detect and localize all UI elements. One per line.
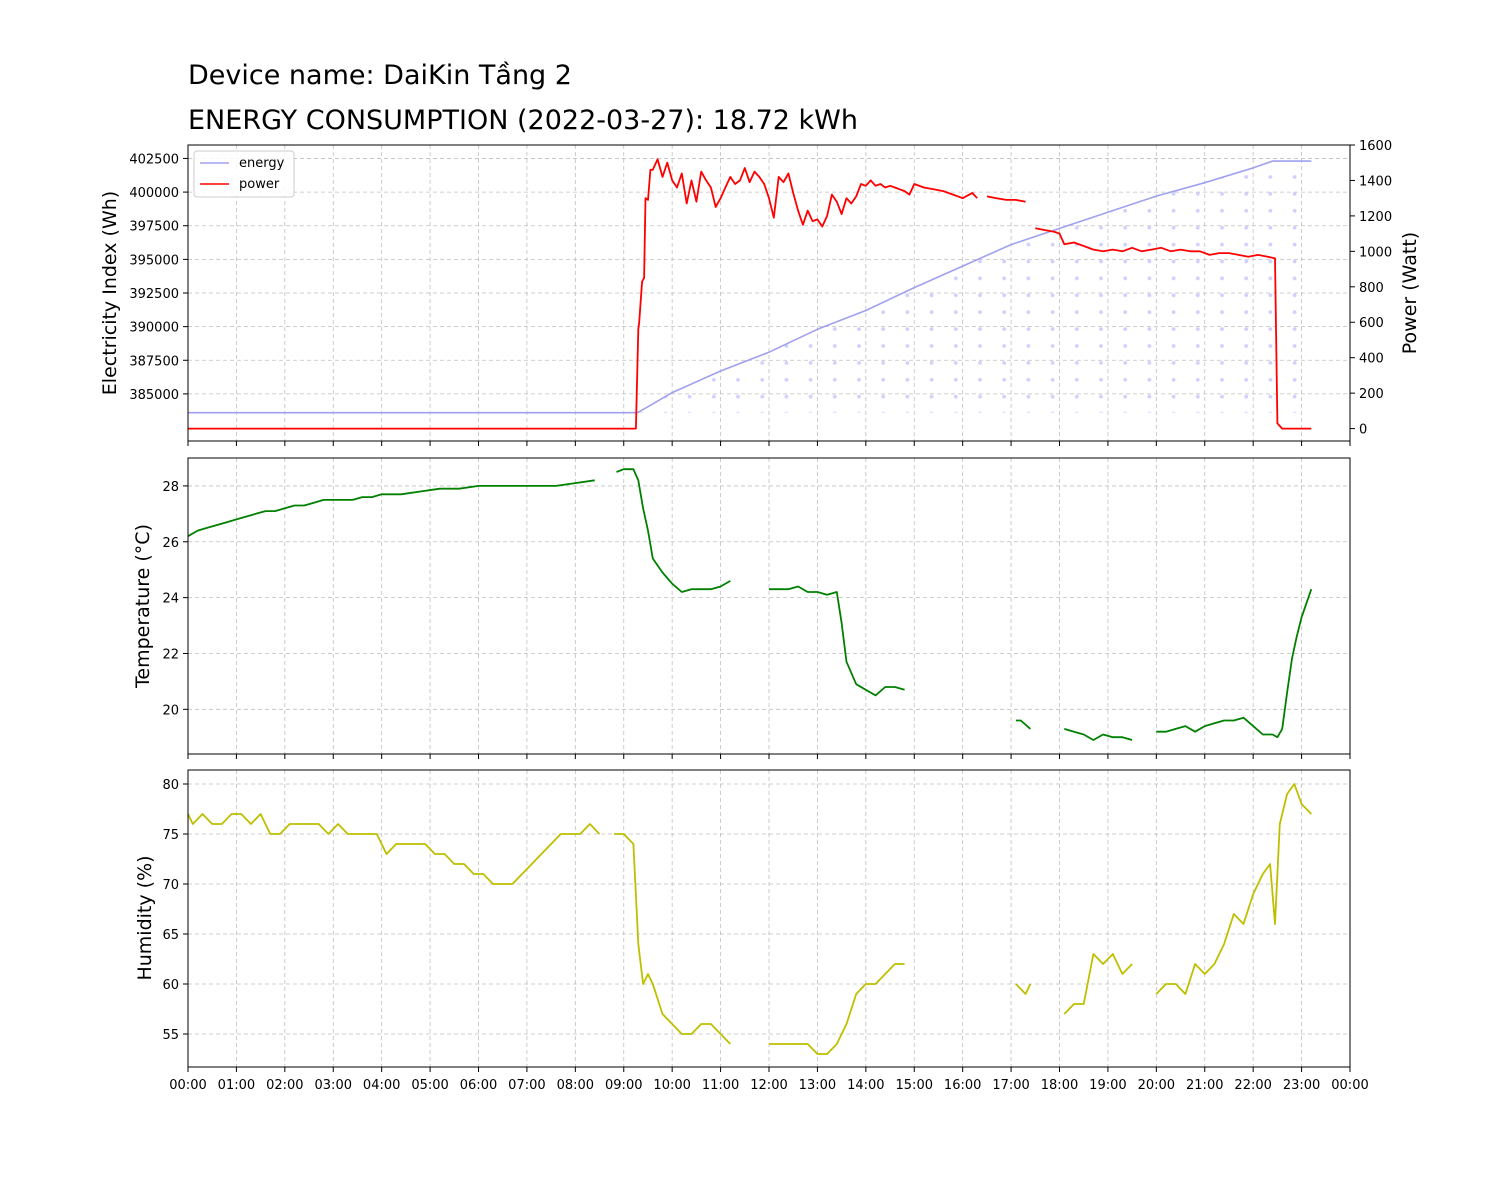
y-tick-label: 402500 [129,152,179,167]
x-tick-label: 22:00 [1234,1078,1271,1093]
x-axis-energy-power [187,441,1351,446]
x-tick-label: 00:00 [1331,1078,1368,1093]
y-axis-electricity-index: 385000 387500 390000 392500 395000 397500 4000… [129,152,188,403]
y-axis-power: 0 200 400 600 800 1000 1200 1400 1600 [1350,139,1392,438]
panel-humidity: 00:00 01:00 02:00 03:00 04:00 05:00 06:00 07:00… [134,769,1369,1093]
legend-label-energy: energy [239,156,285,171]
y-tick-label: 20 [162,703,179,718]
y-tick-label: 26 [162,536,179,551]
x-tick-label: 00:00 [169,1078,206,1093]
series-line-humidity [187,783,1312,1055]
series-lines-humidity [187,783,1312,1055]
x-tick-label: 20:00 [1138,1078,1175,1093]
y-axis-label-electricity: Electricity Index (Wh) [99,191,121,395]
series-line-power [188,158,1312,430]
x-tick-label: 23:00 [1283,1078,1320,1093]
series-line-energy [188,160,1312,414]
y-tick-label: 28 [162,480,179,495]
x-tick-label: 11:00 [702,1078,739,1093]
y-tick-label: 55 [162,1028,179,1043]
y-axis-label-power: Power (Watt) [1399,232,1421,354]
y-tick-label: 385000 [129,388,179,403]
panel-temperature: 20 22 24 26 28 Temperature (°C) [132,457,1351,759]
y-axis-temperature: 20 22 24 26 28 [162,480,188,718]
x-tick-label: 10:00 [653,1078,690,1093]
x-tick-label: 02:00 [266,1078,303,1093]
x-tick-label: 14:00 [847,1078,884,1093]
y2-tick-label: 1600 [1359,139,1392,154]
y-axis-label-humidity: Humidity (%) [134,855,156,980]
y-tick-label: 400000 [129,186,179,201]
y-tick-label: 387500 [129,354,179,369]
chart-title-device: Device name: DaiKin Tầng 2 [188,60,572,91]
energy-fill-area [188,161,1312,413]
y-tick-label: 65 [162,928,179,943]
x-tick-label: 19:00 [1089,1078,1126,1093]
y-tick-label: 75 [162,828,179,843]
x-tick-label: 12:00 [750,1078,787,1093]
y2-tick-label: 200 [1359,387,1384,402]
energy-area-fill [188,161,1312,413]
y-axis-humidity: 55 60 65 70 75 80 [162,778,188,1043]
x-tick-label: 15:00 [896,1078,933,1093]
x-tick-label: 09:00 [605,1078,642,1093]
y-tick-label: 24 [162,592,179,607]
x-tick-label: 13:00 [799,1078,836,1093]
grid-temperature [188,458,1350,754]
x-tick-label: 16:00 [944,1078,981,1093]
x-tick-label: 04:00 [363,1078,400,1093]
x-tick-label: 07:00 [508,1078,545,1093]
y2-tick-label: 800 [1359,281,1384,296]
y-axis-label-temperature: Temperature (°C) [132,524,154,689]
series-lines-temperature [187,468,1313,741]
x-axis-humidity: 00:00 01:00 02:00 03:00 04:00 05:00 06:00 07:00… [169,1067,1369,1093]
y-tick-label: 70 [162,878,179,893]
legend: energy power [193,150,295,198]
y-tick-label: 80 [162,778,179,793]
y-tick-label: 60 [162,978,179,993]
chart-title-energy: ENERGY CONSUMPTION (2022-03-27): 18.72 k… [188,105,858,136]
x-tick-label: 03:00 [315,1078,352,1093]
x-tick-label: 08:00 [557,1078,594,1093]
y-tick-label: 397500 [129,220,179,235]
y-tick-label: 392500 [129,287,179,302]
y-tick-label: 22 [162,647,179,662]
x-tick-label: 05:00 [411,1078,448,1093]
x-axis-temperature [187,754,1351,759]
legend-label-power: power [239,177,280,192]
x-tick-label: 18:00 [1041,1078,1078,1093]
grid-humidity [188,770,1350,1067]
x-tick-label: 01:00 [218,1078,255,1093]
y2-tick-label: 400 [1359,352,1384,367]
y-tick-label: 390000 [129,321,179,336]
y2-tick-label: 1400 [1359,174,1392,189]
series-lines-energy-power [188,158,1312,430]
y2-tick-label: 1000 [1359,245,1392,260]
panel-energy-power: 3850003875003900003925003950003975004000… [99,139,1421,446]
x-tick-label: 06:00 [460,1078,497,1093]
x-tick-label: 21:00 [1186,1078,1223,1093]
y2-tick-label: 600 [1359,316,1384,331]
series-line-temperature [187,468,1313,741]
y-tick-label: 395000 [129,253,179,268]
x-tick-label: 17:00 [992,1078,1029,1093]
y2-tick-label: 1200 [1359,210,1392,225]
y2-tick-label: 0 [1359,423,1367,438]
